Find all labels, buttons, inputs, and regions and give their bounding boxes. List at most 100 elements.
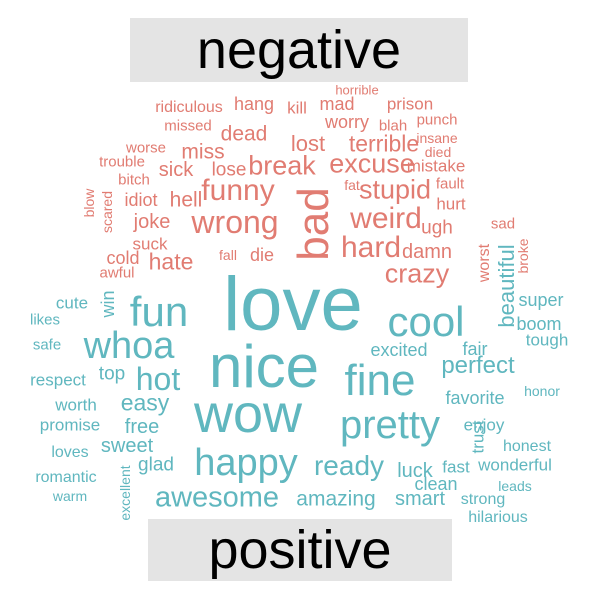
word-negative-prison: prison [386,94,434,114]
word-negative-worst: worst [476,243,493,283]
word-negative-hell: hell [169,188,203,212]
word-negative-cold: cold [106,248,140,268]
word-positive-perfect: perfect [441,352,515,379]
negative-label: negative [130,18,468,82]
word-negative-worry: worry [325,112,369,132]
word-positive-strong: strong [460,491,506,508]
word-negative-hurt: hurt [436,194,466,214]
word-negative-damn: damn [401,241,453,263]
word-negative-trouble: trouble [99,153,145,171]
word-positive-romantic: romantic [35,469,97,486]
word-positive-worth: worth [55,395,97,415]
word-negative-hard: hard [340,231,402,264]
word-negative-sad: sad [490,215,516,233]
word-positive-loves: loves [51,444,89,461]
word-positive-cool: cool [387,298,465,345]
word-positive-likes: likes [29,311,61,329]
word-negative-insane: insane [416,130,458,146]
word-positive-amazing: amazing [296,487,376,511]
word-negative-sick: sick [158,159,194,181]
word-negative-funny: funny [201,174,275,207]
word-negative-horrible: horrible [335,82,379,98]
word-positive-free: free [124,416,160,438]
word-positive-tough: tough [525,330,569,350]
word-positive-smart: smart [395,488,445,510]
word-positive-honest: honest [502,438,552,455]
word-negative-fall: fall [219,247,237,263]
word-negative-lost: lost [290,131,326,156]
word-negative-hang: hang [233,94,275,114]
word-negative-stupid: stupid [358,174,432,205]
word-negative-wrong: wrong [191,204,279,240]
word-positive-fast: fast [442,457,470,477]
word-positive-boom: boom [516,314,562,334]
word-positive-warm: warm [52,488,88,504]
word-negative-suck: suck [132,234,168,254]
word-negative-break: break [248,150,316,181]
word-positive-top: top [98,363,126,385]
word-negative-miss: miss [181,140,225,164]
word-negative-died: died [424,144,452,160]
word-positive-nice: nice [208,333,320,400]
word-positive-luck: luck [397,460,433,482]
word-negative-ugh: ugh [421,217,453,239]
word-positive-hilarious: hilarious [468,509,528,526]
word-negative-dead: dead [220,122,268,146]
word-positive-favorite: favorite [445,388,505,408]
word-negative-mistake: mistake [406,156,466,176]
word-negative-scared: scared [99,190,115,234]
word-negative-terrible: terrible [348,130,420,157]
word-positive-awesome: awesome [154,481,280,514]
word-positive-win: win [98,290,118,318]
word-negative-fault: fault [435,175,465,193]
word-positive-trust: trust [468,420,488,454]
word-negative-ridiculous: ridiculous [155,99,223,116]
word-positive-ready: ready [313,450,385,481]
word-positive-excited: excited [370,340,428,360]
word-positive-beautiful: beautiful [494,244,519,328]
word-positive-love: love [223,262,363,347]
positive-label: positive [148,519,452,581]
word-negative-bitch: bitch [118,171,150,189]
word-positive-fine: fine [344,356,416,405]
word-positive-leads: leads [498,478,532,494]
word-negative-blah: blah [378,117,408,135]
word-positive-fun: fun [129,288,189,335]
word-negative-missed: missed [164,117,212,135]
word-negative-awful: awful [99,264,135,282]
word-positive-excellent: excellent [117,465,133,521]
word-positive-cute: cute [55,293,89,313]
word-negative-joke: joke [133,211,171,233]
word-positive-super: super [518,290,564,310]
word-positive-wow: wow [193,384,303,444]
word-negative-die: die [249,245,275,265]
word-negative-worse: worse [125,139,167,157]
word-negative-fat: fat [344,177,360,193]
word-positive-clean: clean [414,474,458,494]
word-positive-whoa: whoa [83,325,175,367]
word-positive-safe: safe [32,336,62,354]
word-positive-respect: respect [30,370,86,390]
word-negative-bad: bad [289,187,338,261]
word-positive-pretty: pretty [339,403,441,447]
word-positive-promise: promise [39,415,101,435]
word-positive-hot: hot [135,361,181,397]
word-positive-glad: glad [138,454,174,476]
word-negative-hate: hate [148,248,194,275]
word-negative-idiot: idiot [124,190,158,210]
word-positive-easy: easy [120,389,170,416]
word-negative-excuse: excuse [329,148,415,179]
word-negative-weird: weird [350,202,422,235]
word-negative-kill: kill [287,98,307,118]
word-positive-wonderful: wonderful [478,455,552,475]
word-positive-enjoy: enjoy [463,415,505,435]
word-positive-happy: happy [194,442,298,484]
word-negative-mad: mad [319,94,355,114]
word-positive-honor: honor [524,383,560,399]
word-positive-sweet: sweet [100,435,154,457]
word-negative-punch: punch [416,111,458,129]
word-negative-crazy: crazy [384,258,450,289]
word-positive-fair: fair [462,339,488,359]
word-negative-blow: blow [81,188,97,218]
